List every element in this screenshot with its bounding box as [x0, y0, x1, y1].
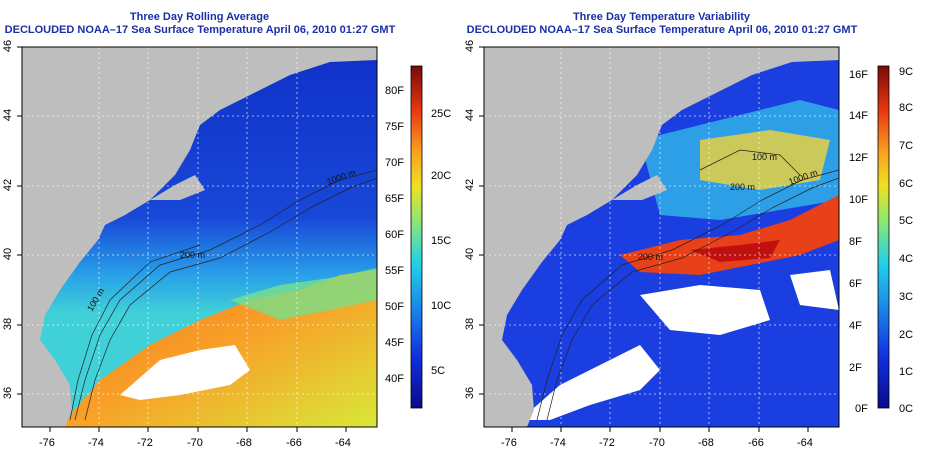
- right-peak-variability: [690, 240, 780, 262]
- right-colorbar-f-label: 16F: [849, 69, 868, 81]
- right-nodata-patch-2: [640, 285, 770, 335]
- left-x-tick: -64: [335, 437, 351, 449]
- right-contour-label-200: 200 m: [638, 252, 663, 262]
- right-colorbar-f-label: 6F: [849, 278, 862, 290]
- right-x-tick: -72: [599, 437, 615, 449]
- left-x-tick: -68: [236, 437, 252, 449]
- right-colorbar-f-label: 14F: [849, 110, 868, 122]
- right-y-tick: 46: [464, 39, 477, 53]
- left-frame: [21, 46, 378, 428]
- right-colorbar-c-label: 0C: [899, 403, 914, 415]
- left-y-tick: 44: [2, 108, 15, 122]
- left-contours: [69, 169, 377, 421]
- right-colorbar-f-label: 0F: [855, 403, 868, 415]
- left-colorbar-f-label: 65F: [385, 193, 404, 205]
- right-nodata-patch-1: [520, 345, 660, 420]
- left-colorbar-c-label: 15C: [431, 235, 452, 247]
- right-colorbar-c-label: 4C: [899, 253, 914, 265]
- left-x-tick: -72: [137, 437, 153, 449]
- right-colorbar-f-label: 2F: [849, 362, 862, 374]
- left-colorbar-f-label: 40F: [385, 373, 404, 385]
- left-map: [22, 47, 377, 427]
- right-colorbar-c-label: 9C: [899, 66, 914, 78]
- right-colorbar-f-label: 4F: [849, 320, 862, 332]
- left-x-tick: -74: [88, 437, 104, 449]
- right-moderate-variability: [700, 130, 830, 190]
- right-colorbar-c-label: 3C: [899, 291, 914, 303]
- right-colorbar-c-label: 7C: [899, 140, 914, 152]
- left-x-tick: -66: [286, 437, 302, 449]
- right-y-tick: 44: [464, 108, 477, 122]
- right-contour-label-100: 100 m: [752, 152, 777, 162]
- left-map-subtitle: DECLOUDED NOAA–17 Sea Surface Temperatur…: [4, 24, 396, 36]
- right-x-tick: -74: [550, 437, 566, 449]
- left-colorbar-f-label: 60F: [385, 229, 404, 241]
- left-colorbar-c-label: 20C: [431, 170, 452, 182]
- right-y-tick: 42: [464, 178, 477, 192]
- right-colorbar: [877, 65, 890, 409]
- left-land: [22, 47, 377, 427]
- right-map: [484, 47, 839, 427]
- axis-ticks: [17, 46, 809, 432]
- left-colorbar-f-label: 50F: [385, 301, 404, 313]
- right-y-tick: 36: [464, 386, 477, 400]
- left-x-tick: -70: [187, 437, 203, 449]
- left-colorbar-f-label: 70F: [385, 157, 404, 169]
- left-map-title: Three Day Rolling Average: [129, 11, 270, 23]
- right-y-tick: 40: [464, 247, 477, 261]
- right-land: [484, 47, 839, 427]
- right-grid: [484, 47, 839, 427]
- right-nodata-patch-3: [790, 270, 839, 310]
- left-colorbar-f-label: 45F: [385, 337, 404, 349]
- left-colorbar-c-label: 10C: [431, 300, 452, 312]
- left-contour-label-200: 200 m: [180, 250, 205, 260]
- left-colorbar: [410, 65, 423, 409]
- left-y-tick: 36: [2, 386, 15, 400]
- left-y-tick: 42: [2, 178, 15, 192]
- right-cape-cod: [612, 175, 667, 200]
- left-transition-zone: [230, 268, 377, 320]
- left-colorbar-c-label: 5C: [431, 365, 446, 377]
- right-x-tick: -76: [501, 437, 517, 449]
- left-grid: [22, 47, 377, 427]
- right-y-tick: 38: [464, 317, 477, 331]
- left-colorbar-f-label: 75F: [385, 121, 404, 133]
- right-colorbar-f-label: 12F: [849, 152, 868, 164]
- left-y-tick: 46: [2, 39, 15, 53]
- left-colorbar-f-label: 55F: [385, 265, 404, 277]
- right-x-tick: -70: [649, 437, 665, 449]
- right-colorbar-c-label: 2C: [899, 329, 914, 341]
- left-y-tick: 38: [2, 317, 15, 331]
- right-map-subtitle: DECLOUDED NOAA–17 Sea Surface Temperatur…: [466, 24, 858, 36]
- right-colorbar-c-label: 6C: [899, 178, 914, 190]
- left-y-tick: 40: [2, 247, 15, 261]
- right-x-tick: -64: [797, 437, 813, 449]
- right-colorbar-f-label: 10F: [849, 194, 868, 206]
- left-colorbar-f-label: 80F: [385, 85, 404, 97]
- left-x-tick: -76: [39, 437, 55, 449]
- left-colorbar-c-label: 25C: [431, 108, 452, 120]
- left-cape-cod: [150, 175, 205, 200]
- left-nodata-patch: [120, 345, 250, 400]
- right-colorbar-c-label: 1C: [899, 366, 914, 378]
- right-x-tick: -68: [698, 437, 714, 449]
- right-colorbar-c-label: 8C: [899, 102, 914, 114]
- right-x-tick: -66: [748, 437, 764, 449]
- right-map-title: Three Day Temperature Variability: [572, 11, 751, 23]
- right-colorbar-f-label: 8F: [849, 236, 862, 248]
- right-colorbar-c-label: 5C: [899, 215, 914, 227]
- right-contour-label-200b: 200 m: [730, 182, 755, 192]
- right-frame: [483, 46, 840, 428]
- right-contours: [536, 149, 839, 421]
